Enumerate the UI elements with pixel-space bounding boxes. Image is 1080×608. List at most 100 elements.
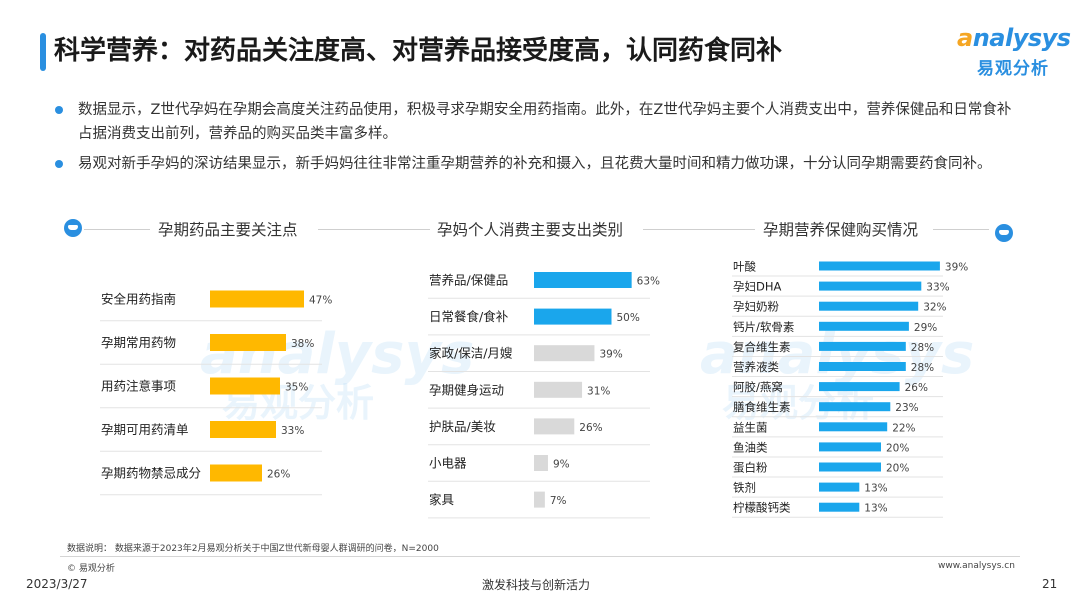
category-label: 营养液类 bbox=[733, 360, 779, 374]
data-source-note: 数据说明： 数据来源于2023年2月易观分析关于中国Z世代新母婴人群调研的问卷，… bbox=[67, 544, 439, 554]
bar bbox=[819, 382, 900, 392]
category-label: 安全用药指南 bbox=[101, 292, 176, 307]
data-label: 13% bbox=[864, 483, 887, 495]
data-label: 39% bbox=[599, 349, 622, 361]
data-label: 22% bbox=[892, 422, 915, 434]
bar bbox=[819, 301, 919, 311]
bar bbox=[819, 402, 891, 412]
bar bbox=[819, 341, 906, 351]
bar bbox=[210, 334, 286, 351]
bar bbox=[534, 455, 548, 471]
category-label: 铁剂 bbox=[733, 481, 756, 495]
data-label: 20% bbox=[886, 463, 909, 475]
data-label: 33% bbox=[926, 282, 949, 294]
analysys-logo: analysys 易观分析 bbox=[955, 22, 1071, 80]
report-date: 2023/3/27 bbox=[26, 577, 88, 591]
data-label: 26% bbox=[267, 469, 290, 481]
category-label: 柠檬酸钙类 bbox=[733, 501, 791, 515]
bar bbox=[534, 345, 595, 362]
bar bbox=[210, 377, 280, 395]
header-divider bbox=[933, 229, 989, 230]
category-label: 护肤品/美妆 bbox=[429, 419, 496, 434]
category-label: 孕妇DHA bbox=[733, 280, 782, 294]
copyright: © 易观分析 bbox=[67, 564, 115, 574]
bar bbox=[819, 321, 909, 331]
data-label: 50% bbox=[617, 312, 640, 324]
bar bbox=[534, 272, 632, 288]
bar bbox=[819, 261, 940, 271]
data-label: 9% bbox=[553, 459, 570, 471]
category-label: 叶酸 bbox=[733, 260, 756, 274]
data-label: 63% bbox=[637, 276, 660, 288]
category-label: 钙片/软骨素 bbox=[733, 320, 794, 334]
bullet-dot-icon bbox=[55, 160, 63, 168]
bar bbox=[819, 482, 860, 492]
category-label: 膳食维生素 bbox=[733, 400, 791, 414]
bar bbox=[819, 462, 881, 472]
bullet-item: 数据显示，Z世代孕妈在孕期会高度关注药品使用，积极寻求孕期安全用药指南。此外，在… bbox=[55, 98, 1015, 146]
bar bbox=[534, 491, 545, 508]
bar bbox=[534, 418, 575, 435]
data-label: 28% bbox=[911, 362, 934, 374]
data-label: 13% bbox=[864, 503, 887, 515]
footer-divider bbox=[60, 556, 1020, 557]
chart-title-expenses: 孕妈个人消费主要支出类别 bbox=[437, 221, 624, 239]
data-label: 39% bbox=[945, 262, 968, 274]
category-label: 孕期健身运动 bbox=[429, 382, 504, 397]
data-label: 23% bbox=[895, 402, 918, 414]
data-label: 35% bbox=[285, 382, 308, 394]
category-label: 家具 bbox=[429, 492, 455, 507]
bar bbox=[534, 381, 583, 398]
data-label: 38% bbox=[291, 338, 314, 350]
data-label: 32% bbox=[923, 302, 946, 314]
title-accent-bar bbox=[40, 33, 46, 71]
category-label: 营养品/保健品 bbox=[429, 273, 508, 288]
bar bbox=[819, 502, 860, 512]
category-label: 日常餐食/食补 bbox=[429, 309, 509, 324]
bullet-dot-icon bbox=[55, 106, 63, 114]
category-label: 小电器 bbox=[429, 456, 467, 471]
category-label: 孕期药物禁忌成分 bbox=[101, 466, 201, 481]
page-number: 21 bbox=[1042, 577, 1058, 591]
bar bbox=[819, 281, 922, 291]
category-label: 复合维生素 bbox=[733, 340, 791, 354]
data-label: 26% bbox=[579, 422, 602, 434]
logo-text-cn: 易观分析 bbox=[977, 59, 1049, 79]
data-label: 47% bbox=[309, 295, 332, 307]
bar bbox=[534, 308, 612, 325]
data-label: 33% bbox=[281, 425, 304, 437]
header-divider bbox=[318, 229, 430, 230]
category-label: 孕妇奶粉 bbox=[733, 300, 779, 314]
data-label: 7% bbox=[550, 495, 567, 507]
bar bbox=[210, 290, 304, 308]
bar bbox=[819, 442, 881, 452]
panel-left-icon bbox=[64, 219, 82, 237]
website-link[interactable]: www.analysys.cn bbox=[938, 561, 1015, 571]
category-label: 阿胶/燕窝 bbox=[733, 380, 783, 394]
data-label: 26% bbox=[905, 382, 928, 394]
logo-text-en: analysys bbox=[957, 24, 1071, 52]
category-label: 蛋白粉 bbox=[733, 461, 768, 475]
category-label: 益生菌 bbox=[733, 420, 768, 434]
category-label: 用药注意事项 bbox=[101, 379, 176, 394]
data-label: 20% bbox=[886, 442, 909, 454]
data-label: 28% bbox=[911, 342, 934, 354]
category-label: 家政/保洁/月嫂 bbox=[429, 346, 513, 361]
page-title: 科学营养：对药品关注度高、对营养品接受度高，认同药食同补 bbox=[54, 36, 783, 66]
slogan: 激发科技与创新活力 bbox=[482, 578, 591, 592]
bar bbox=[819, 362, 906, 371]
category-label: 孕期常用药物 bbox=[101, 335, 176, 350]
data-label: 29% bbox=[914, 322, 937, 334]
bullet-item: 易观对新手孕妈的深访结果显示，新手妈妈往往非常注重孕期营养的补充和摄入，且花费大… bbox=[55, 152, 1015, 176]
category-label: 鱼油类 bbox=[733, 440, 768, 454]
header-divider bbox=[84, 229, 150, 230]
chart-title-drug-concerns: 孕期药品主要关注点 bbox=[158, 221, 298, 239]
category-label: 孕期可用药清单 bbox=[101, 422, 189, 437]
panel-right-icon bbox=[995, 224, 1013, 242]
bar bbox=[210, 421, 276, 438]
summary-bullets: 数据显示，Z世代孕妈在孕期会高度关注药品使用，积极寻求孕期安全用药指南。此外，在… bbox=[55, 98, 1015, 182]
header-divider bbox=[643, 229, 755, 230]
bar bbox=[210, 464, 262, 482]
bar bbox=[819, 422, 888, 432]
